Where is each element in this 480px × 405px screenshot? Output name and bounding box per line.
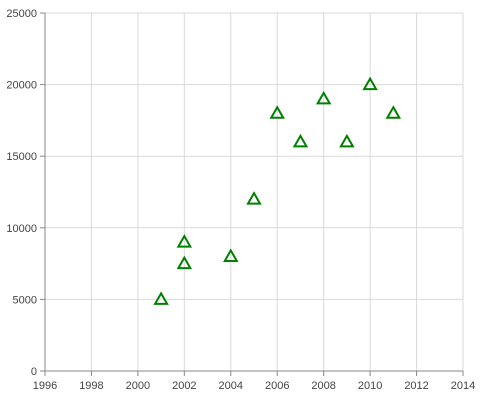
data-point-triangle	[292, 133, 309, 148]
x-tick-label: 2002	[172, 380, 196, 392]
x-tick-label: 2004	[219, 380, 243, 392]
x-tick-label: 2012	[404, 380, 428, 392]
x-tick-label: 1996	[33, 380, 57, 392]
y-tick-label: 0	[31, 366, 37, 378]
y-tick-labels: 0 5000 10000 15000 20000 25000	[6, 8, 37, 378]
x-tick-labels: 1996 1998 2000 2002 2004 2006 2008 2010 2012 2014	[33, 380, 475, 392]
data-point-triangle	[269, 105, 285, 119]
data-points	[153, 76, 402, 305]
y-tick-label: 5000	[13, 294, 37, 306]
x-tick-label: 2008	[311, 380, 335, 392]
data-point-triangle	[223, 248, 239, 262]
data-point-triangle	[176, 234, 193, 248]
data-point-triangle	[362, 76, 378, 91]
x-tick-label: 2006	[265, 380, 289, 392]
y-tick-label: 15000	[6, 151, 37, 163]
data-point-triangle	[246, 191, 262, 205]
x-tick-label: 2010	[358, 380, 382, 392]
data-point-triangle	[153, 291, 169, 305]
data-point-triangle	[339, 133, 355, 148]
x-tick-label: 2014	[451, 380, 475, 392]
axes	[40, 12, 464, 376]
y-tick-label: 20000	[6, 80, 37, 92]
data-point-triangle	[315, 90, 332, 105]
x-tick-label: 2000	[126, 380, 150, 392]
x-tick-label: 1998	[79, 380, 103, 392]
data-point-triangle	[385, 105, 402, 119]
data-point-triangle	[176, 255, 193, 270]
y-tick-label: 25000	[6, 8, 37, 20]
y-tick-label: 10000	[6, 223, 37, 235]
